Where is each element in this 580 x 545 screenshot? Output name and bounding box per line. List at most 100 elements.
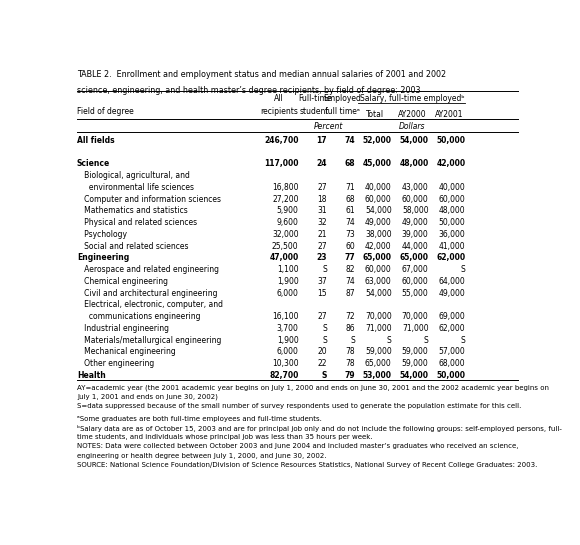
Text: 78: 78 <box>345 359 355 368</box>
Text: ᵇSalary data are as of October 15, 2003 and are for principal job only and do no: ᵇSalary data are as of October 15, 2003 … <box>77 425 562 432</box>
Text: 24: 24 <box>317 159 327 168</box>
Text: S: S <box>322 265 327 274</box>
Text: S: S <box>321 371 327 380</box>
Text: 1,900: 1,900 <box>277 277 299 286</box>
Text: Percent: Percent <box>314 123 343 131</box>
Text: 48,000: 48,000 <box>399 159 429 168</box>
Text: Engineering: Engineering <box>77 253 129 262</box>
Text: All: All <box>274 94 284 103</box>
Text: 39,000: 39,000 <box>402 230 429 239</box>
Text: Salary, full-time employedᵇ: Salary, full-time employedᵇ <box>360 94 464 103</box>
Text: 1,100: 1,100 <box>277 265 299 274</box>
Text: 86: 86 <box>345 324 355 333</box>
Text: Aerospace and related engineering: Aerospace and related engineering <box>77 265 219 274</box>
Text: communications engineering: communications engineering <box>77 312 201 321</box>
Text: 42,000: 42,000 <box>436 159 465 168</box>
Text: 117,000: 117,000 <box>264 159 299 168</box>
Text: S: S <box>424 336 429 344</box>
Text: Biological, agricultural, and: Biological, agricultural, and <box>77 171 190 180</box>
Text: 16,800: 16,800 <box>272 183 299 192</box>
Text: 70,000: 70,000 <box>365 312 392 321</box>
Text: 48,000: 48,000 <box>438 207 465 215</box>
Text: 54,000: 54,000 <box>365 207 392 215</box>
Text: Electrical, electronic, computer, and: Electrical, electronic, computer, and <box>77 300 223 310</box>
Text: Health: Health <box>77 371 106 380</box>
Text: 10,300: 10,300 <box>272 359 299 368</box>
Text: 61: 61 <box>345 207 355 215</box>
Text: 49,000: 49,000 <box>365 218 392 227</box>
Text: 58,000: 58,000 <box>402 207 429 215</box>
Text: 55,000: 55,000 <box>402 289 429 298</box>
Text: July 1, 2001 and ends on June 30, 2002): July 1, 2001 and ends on June 30, 2002) <box>77 393 218 400</box>
Text: 78: 78 <box>345 347 355 356</box>
Text: SOURCE: National Science Foundation/Division of Science Resources Statistics, Na: SOURCE: National Science Foundation/Divi… <box>77 462 537 468</box>
Text: 32,000: 32,000 <box>272 230 299 239</box>
Text: 68: 68 <box>345 195 355 204</box>
Text: Industrial engineering: Industrial engineering <box>77 324 169 333</box>
Text: 15: 15 <box>317 289 327 298</box>
Text: 74: 74 <box>345 218 355 227</box>
Text: 60,000: 60,000 <box>438 195 465 204</box>
Text: full timeᵃ: full timeᵃ <box>325 106 360 116</box>
Text: 52,000: 52,000 <box>362 136 392 145</box>
Text: Field of degree: Field of degree <box>77 106 134 116</box>
Text: ᵃSome graduates are both full-time employees and full-time students.: ᵃSome graduates are both full-time emplo… <box>77 416 322 422</box>
Text: 63,000: 63,000 <box>365 277 392 286</box>
Text: 21: 21 <box>317 230 327 239</box>
Text: 68,000: 68,000 <box>438 359 465 368</box>
Text: 36,000: 36,000 <box>438 230 465 239</box>
Text: 50,000: 50,000 <box>436 371 465 380</box>
Text: 64,000: 64,000 <box>438 277 465 286</box>
Text: Employed: Employed <box>324 94 361 103</box>
Text: 68: 68 <box>344 159 355 168</box>
Text: time students, and individuals whose principal job was less than 35 hours per we: time students, and individuals whose pri… <box>77 434 372 440</box>
Text: 9,600: 9,600 <box>277 218 299 227</box>
Text: 69,000: 69,000 <box>438 312 465 321</box>
Text: 38,000: 38,000 <box>365 230 392 239</box>
Text: 54,000: 54,000 <box>365 289 392 298</box>
Text: 62,000: 62,000 <box>436 253 465 262</box>
Text: Social and related sciences: Social and related sciences <box>77 241 188 251</box>
Text: 17: 17 <box>316 136 327 145</box>
Text: 50,000: 50,000 <box>436 136 465 145</box>
Text: 1,900: 1,900 <box>277 336 299 344</box>
Text: Mechanical engineering: Mechanical engineering <box>77 347 176 356</box>
Text: 57,000: 57,000 <box>438 347 465 356</box>
Text: 59,000: 59,000 <box>402 347 429 356</box>
Text: 77: 77 <box>344 253 355 262</box>
Text: S: S <box>322 336 327 344</box>
Text: environmental life sciences: environmental life sciences <box>77 183 194 192</box>
Text: Computer and information sciences: Computer and information sciences <box>77 195 221 204</box>
Text: 71: 71 <box>345 183 355 192</box>
Text: 27: 27 <box>317 241 327 251</box>
Text: Materials/metallurgical engineering: Materials/metallurgical engineering <box>77 336 222 344</box>
Text: 60: 60 <box>345 241 355 251</box>
Text: 18: 18 <box>317 195 327 204</box>
Text: 40,000: 40,000 <box>438 183 465 192</box>
Text: 59,000: 59,000 <box>402 359 429 368</box>
Text: AY2001: AY2001 <box>434 110 463 119</box>
Text: Physical and related sciences: Physical and related sciences <box>77 218 197 227</box>
Text: 60,000: 60,000 <box>365 265 392 274</box>
Text: 31: 31 <box>317 207 327 215</box>
Text: Other engineering: Other engineering <box>77 359 154 368</box>
Text: Chemical engineering: Chemical engineering <box>77 277 168 286</box>
Text: 71,000: 71,000 <box>365 324 392 333</box>
Text: 65,000: 65,000 <box>400 253 429 262</box>
Text: 87: 87 <box>345 289 355 298</box>
Text: 6,000: 6,000 <box>277 347 299 356</box>
Text: 54,000: 54,000 <box>400 136 429 145</box>
Text: AY=academic year (the 2001 academic year begins on July 1, 2000 and ends on June: AY=academic year (the 2001 academic year… <box>77 384 549 391</box>
Text: 79: 79 <box>344 371 355 380</box>
Text: 41,000: 41,000 <box>438 241 465 251</box>
Text: 27,200: 27,200 <box>272 195 299 204</box>
Text: 6,000: 6,000 <box>277 289 299 298</box>
Text: 20: 20 <box>317 347 327 356</box>
Text: Mathematics and statistics: Mathematics and statistics <box>77 207 188 215</box>
Text: 32: 32 <box>317 218 327 227</box>
Text: 40,000: 40,000 <box>365 183 392 192</box>
Text: S: S <box>322 324 327 333</box>
Text: student: student <box>300 106 329 116</box>
Text: 74: 74 <box>344 136 355 145</box>
Text: All fields: All fields <box>77 136 115 145</box>
